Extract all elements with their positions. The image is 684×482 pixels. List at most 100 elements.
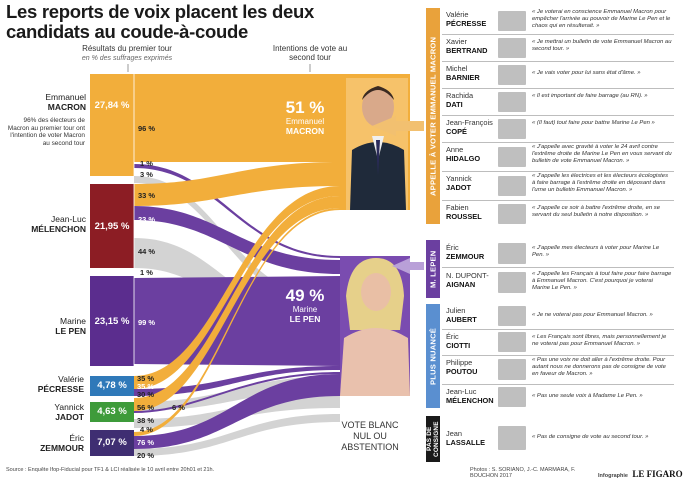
row-quote: « Je voterai en conscience Emmanuel Macr…	[532, 9, 671, 29]
row-last: PÉCRESSE	[446, 18, 487, 28]
portrait-photo	[498, 65, 526, 85]
result-lepen-last: LE PEN	[289, 314, 321, 324]
row-last: JADOT	[446, 182, 472, 192]
bar-pecresse	[90, 376, 134, 396]
brand-block: Infographie LE FIGARO	[598, 464, 683, 482]
infographie-label: Infographie	[598, 473, 628, 479]
flow-zemmour-blanc	[134, 414, 340, 456]
portrait-photo	[498, 119, 526, 139]
candidate-first: Marine	[60, 316, 86, 326]
candidate-zemmour-pct: 7,07 %	[97, 437, 127, 448]
row-last: POUTOU	[446, 366, 478, 376]
row-quote: « Pas une seule voix à Madame Le Pen. »	[532, 393, 643, 399]
row-last: ROUSSEL	[446, 211, 482, 221]
list-item: Fabien ROUSSEL « J'appelle ce soir à batt…	[442, 201, 674, 227]
candidate-jadot-name: Yannick JADOT	[4, 402, 84, 422]
flow-label: 44 %	[138, 247, 155, 256]
row-first: Jean-François	[446, 118, 493, 127]
candidate-lepen-pct: 23,15 %	[94, 316, 130, 327]
flow-zemmour-lepen	[134, 374, 340, 449]
page-title: Les reports de voix placent les deux can…	[6, 1, 314, 42]
source-note: Source : Enquête Ifop-Fiducial pour TF1 …	[6, 467, 215, 473]
candidate-last: JADOT	[55, 412, 84, 422]
flow-label: 35 %	[137, 382, 154, 391]
result-macron-pct: 51 %	[285, 98, 325, 117]
row-quote: « Je vais voter pour lui sans état d'âme…	[532, 70, 641, 76]
flow-pecresse-lepen	[134, 366, 340, 396]
arrow-to-lepen-group	[392, 258, 424, 274]
abstention-line: VOTE BLANC	[341, 420, 399, 430]
flow-label: 4 %	[140, 425, 153, 434]
bar-melenchon	[90, 184, 134, 268]
row-last: HIDALGO	[446, 153, 481, 163]
portrait-photo	[498, 204, 526, 224]
flow-label: 6 %	[172, 403, 185, 412]
list-item: Éric CIOTTI « Les Français sont libres, m…	[442, 330, 674, 356]
row-last: COPÉ	[446, 126, 467, 136]
row-last: AIGNAN	[446, 279, 476, 289]
portrait-photo	[498, 272, 526, 293]
list-item: Valérie PÉCRESSE « Je voterai en conscien…	[442, 8, 674, 35]
candidate-first: Jean-Luc	[51, 214, 86, 224]
flow-label: 76 %	[137, 438, 154, 447]
row-first: Fabien	[446, 203, 469, 212]
first-round-label: Résultats du premier tour	[82, 44, 172, 53]
abstention-line: NUL OU	[353, 431, 387, 441]
abstention-line: ABSTENTION	[341, 442, 399, 452]
row-quote: « Je mettrai un bulletin de vote Emmanue…	[532, 39, 672, 52]
row-quote: « Il est important de faire barrage (au …	[532, 93, 648, 99]
row-first: Jean-Luc	[446, 387, 477, 396]
candidate-macron-pct: 27,84 %	[94, 100, 130, 111]
portrait-photo	[498, 176, 526, 196]
first-round-header: Résultats du premier tour en % des suffr…	[62, 44, 192, 63]
list-item: Yannick JADOT « J'appelle les électrices …	[442, 172, 674, 201]
portrait-photo	[498, 11, 526, 31]
portrait-photo	[498, 92, 526, 112]
bar-macron	[90, 74, 134, 176]
macron-portrait	[346, 78, 408, 210]
flow-melenchon-lepen	[134, 206, 340, 274]
portrait-photo	[498, 306, 526, 326]
flow-label: 96 %	[138, 124, 155, 133]
result-lepen-first: Marine	[292, 305, 318, 314]
row-first: Éric	[446, 332, 459, 341]
flow-macron-macron	[134, 74, 340, 162]
candidate-zemmour-name: Éric ZEMMOUR	[4, 433, 84, 453]
candidate-first: Valérie	[58, 374, 84, 384]
list-item: Xavier BERTRAND « Je mettrai un bulletin …	[442, 35, 674, 62]
row-quote: « J'appelle les électrices et les électe…	[532, 173, 669, 193]
list-item: Rachida DATI « Il est important de faire …	[442, 89, 674, 116]
list-item: Éric ZEMMOUR « J'appelle mes électeurs à …	[442, 240, 674, 268]
portrait-photo	[498, 359, 526, 380]
list-item: Jean LASSALLE « Pas de consigne de vote a…	[442, 416, 674, 462]
candidate-last: LE PEN	[55, 326, 86, 336]
portrait-photo	[498, 243, 526, 264]
flow-label: 35 %	[137, 374, 154, 383]
flow-label: 56 %	[137, 403, 154, 412]
row-last: AUBERT	[446, 314, 477, 324]
row-first: Rachida	[446, 91, 474, 100]
row-quote: « Les Français sont libres, mais personn…	[532, 334, 667, 347]
row-quote: « Pas une voix ne doit aller à l'extrême…	[532, 357, 666, 377]
portrait-photo	[498, 147, 526, 167]
list-item: Julien AUBERT « Je ne voterai pas pour Em…	[442, 304, 674, 330]
row-quote: « J'appelle avec gravité à voter le 24 a…	[532, 144, 672, 164]
macron-retention-note: 96% des électeurs de Macron au premier t…	[7, 117, 85, 147]
group-macron-rows: Valérie PÉCRESSE « Je voterai en conscien…	[442, 8, 674, 227]
flow-label: 20 %	[137, 451, 154, 460]
candidate-melenchon-name: Jean-Luc MÉLENCHON	[6, 214, 86, 234]
flow-melenchon-macron	[134, 162, 340, 206]
row-last: ZEMMOUR	[446, 251, 485, 261]
row-last: BARNIER	[446, 72, 480, 82]
row-last: LASSALLE	[446, 437, 486, 447]
second-round-header: Intentions de vote au second tour	[272, 44, 348, 62]
row-quote: « Pas de consigne de vote au second tour…	[532, 434, 649, 440]
flow-lepen-lepen	[134, 276, 340, 366]
flow-label: 30 %	[137, 390, 154, 399]
group-label-no-instruction: PAS DE CONSIGNE	[426, 416, 440, 462]
row-quote: « J'appelle mes électeurs à voter pour M…	[532, 245, 660, 258]
result-macron-label: 51 % Emmanuel MACRON	[270, 98, 340, 136]
group-no-instruction-rows: Jean LASSALLE « Pas de consigne de vote a…	[442, 416, 674, 462]
